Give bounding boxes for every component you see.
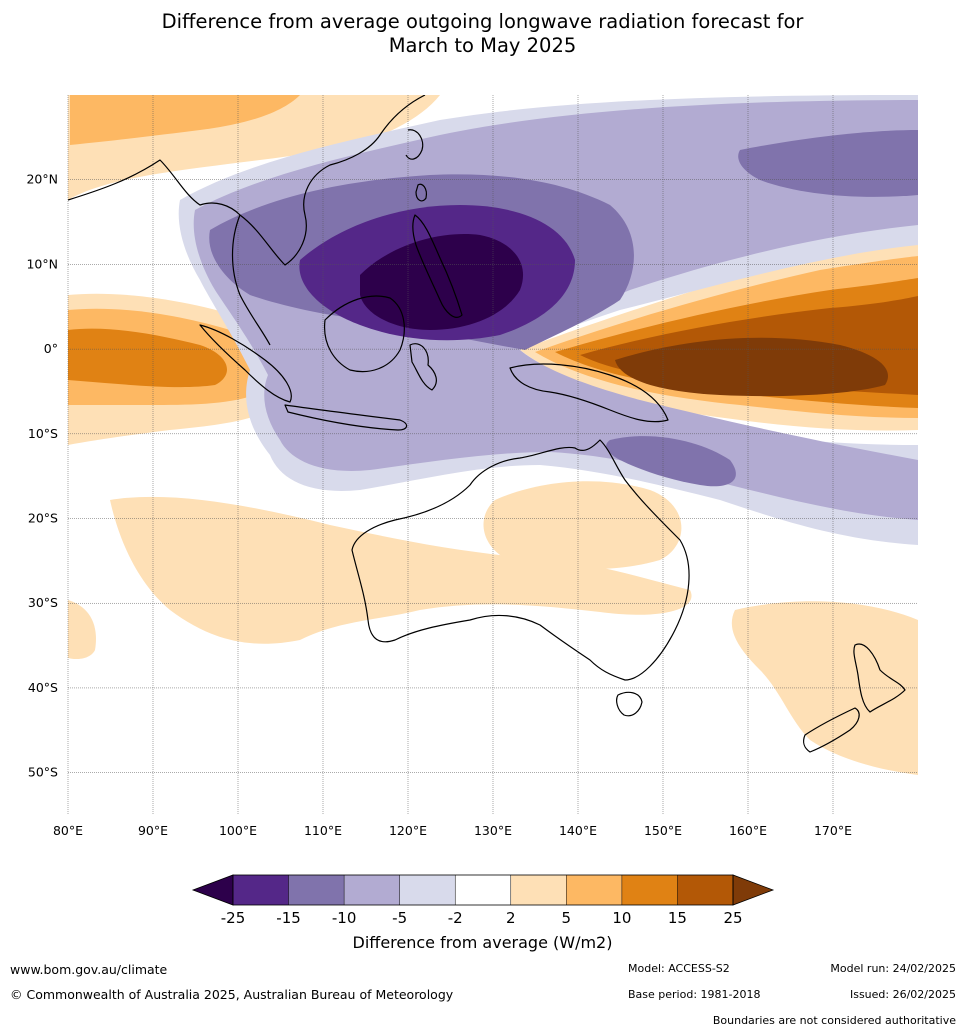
colorbar-tick-label-4: -2 [448, 909, 463, 927]
lon-tick-label-5: 130°E [474, 823, 512, 838]
coastline-sulawesi [409, 343, 437, 391]
model-run-text: Model run: 24/02/2025 [830, 962, 956, 975]
coastline-java [284, 404, 408, 431]
coastline-tasmania [616, 691, 643, 717]
negative-region-level3-east [738, 130, 918, 197]
longitude-labels: 80°E 90°E 100°E 110°E 120°E 130°E 140°E 150°E 16… [53, 823, 852, 838]
negative-region-core [360, 234, 524, 330]
positive-region-west [68, 600, 96, 660]
lat-tick-label-5: 30°S [28, 595, 58, 610]
colorbar-bin-1 [288, 875, 345, 905]
coastline-asia [68, 95, 426, 266]
lon-tick-label-3: 110°E [304, 823, 342, 838]
colorbar-tick-label-3: -5 [392, 909, 407, 927]
lat-tick-label-2: 0° [44, 341, 58, 356]
coastline-borneo [323, 295, 405, 373]
positive-region-north-strong [70, 95, 300, 145]
chart-title: Difference from average outgoing longwav… [0, 10, 965, 58]
lon-tick-label-0: 80°E [53, 823, 83, 838]
gridlines [67, 95, 918, 815]
lon-tick-label-7: 150°E [644, 823, 682, 838]
colorbar-tick-label-7: 10 [612, 909, 631, 927]
base-period-text: Base period: 1981-2018 [628, 988, 761, 1001]
lat-tick-label-4: 20°S [28, 511, 58, 526]
coastline-philippines [412, 214, 463, 318]
website-text: www.bom.gov.au/climate [10, 962, 168, 977]
lon-tick-label-1: 90°E [138, 823, 168, 838]
colorbar-bin-5 [510, 875, 567, 905]
colorbar-tick-label-6: 5 [562, 909, 572, 927]
lat-tick-label-0: 20°N [26, 172, 58, 187]
coastline-indochina [231, 214, 271, 346]
lon-tick-label-4: 120°E [389, 823, 427, 838]
positive-band-indian-strong [68, 328, 227, 388]
colorbar: -25 -15 -10 -5 -2 2 5 10 15 25 [191, 874, 775, 927]
colorbar-bin-2 [344, 875, 400, 905]
colorbar-tick-label-0: -25 [221, 909, 246, 927]
colorbar-extend-low [191, 874, 234, 906]
colorbar-extend-high [732, 874, 775, 906]
lat-tick-label-7: 50°S [28, 765, 58, 780]
copyright-text: © Commonwealth of Australia 2025, Austra… [10, 987, 454, 1002]
colorbar-bin-0 [233, 875, 289, 905]
colorbar-bin-6 [566, 875, 622, 905]
coastline-taiwan [415, 183, 427, 202]
positive-region-aus-interior [483, 481, 682, 570]
coastline-japan [405, 129, 424, 160]
title-line-1: Difference from average outgoing longwav… [161, 10, 804, 33]
lon-tick-label-2: 100°E [219, 823, 257, 838]
lon-tick-label-6: 140°E [559, 823, 597, 838]
coastline-new-zealand-north [853, 643, 906, 713]
colorbar-tick-label-8: 15 [668, 909, 687, 927]
coastline-new-zealand-south [803, 707, 860, 753]
issued-text: Issued: 26/02/2025 [849, 988, 956, 1001]
lat-tick-label-1: 10°N [26, 256, 58, 271]
title-line-2: March to May 2025 [388, 34, 577, 57]
positive-region-indian-ocean [110, 496, 692, 644]
coastline-sumatra [199, 324, 292, 403]
lon-tick-label-8: 160°E [729, 823, 767, 838]
colorbar-tick-label-2: -10 [332, 909, 357, 927]
lon-tick-label-9: 170°E [814, 823, 852, 838]
colorbar-bin-7 [621, 875, 678, 905]
lat-tick-label-3: 10°S [28, 426, 58, 441]
latitude-labels: 20°N 10°N 0° 10°S 20°S 30°S 40°S 50°S [26, 172, 58, 780]
colorbar-bin-8 [677, 875, 733, 905]
colorbar-bin-4 [455, 875, 511, 905]
disclaimer-text: Boundaries are not considered authoritat… [712, 1014, 956, 1027]
colorbar-tick-label-9: 25 [723, 909, 742, 927]
coastline-australia [351, 439, 690, 681]
colorbar-bin-3 [399, 875, 456, 905]
colorbar-tick-label-1: -15 [276, 909, 301, 927]
positive-band-pacific-max [615, 337, 888, 397]
coastlines [68, 95, 906, 753]
lat-tick-label-6: 40°S [28, 680, 58, 695]
colorbar-tick-label-5: 2 [506, 909, 516, 927]
coastline-new-guinea [509, 363, 669, 423]
colorbar-label: Difference from average (W/m2) [352, 933, 613, 952]
model-text: Model: ACCESS-S2 [628, 962, 730, 975]
negative-region-level3-south [606, 436, 736, 487]
